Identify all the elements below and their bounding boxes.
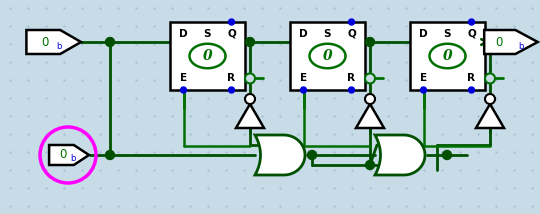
Text: D: D [179, 28, 188, 39]
Polygon shape [49, 145, 89, 165]
Circle shape [485, 94, 495, 104]
Bar [170, 22, 245, 90]
Circle shape [421, 87, 427, 93]
Text: E: E [420, 73, 427, 83]
Text: Q: Q [347, 28, 356, 39]
Bar [410, 22, 485, 90]
Polygon shape [236, 104, 264, 128]
Circle shape [228, 19, 234, 25]
Circle shape [245, 94, 255, 104]
Polygon shape [356, 104, 384, 128]
Text: 0: 0 [202, 49, 212, 63]
Text: $\mathit{0}$: $\mathit{0}$ [59, 149, 68, 162]
Circle shape [307, 150, 316, 159]
Circle shape [442, 150, 451, 159]
Text: D: D [299, 28, 308, 39]
Circle shape [300, 87, 307, 93]
Circle shape [228, 87, 234, 93]
Ellipse shape [190, 44, 226, 68]
Bar [290, 22, 365, 90]
Text: D: D [419, 28, 428, 39]
Polygon shape [255, 135, 305, 175]
Text: 0: 0 [443, 49, 453, 63]
Ellipse shape [309, 44, 346, 68]
Polygon shape [484, 30, 538, 54]
Circle shape [365, 94, 375, 104]
Text: b: b [70, 154, 76, 163]
Circle shape [365, 73, 375, 83]
Circle shape [246, 37, 254, 46]
Circle shape [348, 19, 354, 25]
Text: $\mathit{0}$: $\mathit{0}$ [495, 36, 504, 49]
Text: Q: Q [227, 28, 236, 39]
Circle shape [348, 87, 354, 93]
Circle shape [485, 73, 495, 83]
Text: b: b [57, 42, 62, 51]
Text: E: E [180, 73, 187, 83]
Polygon shape [476, 104, 504, 128]
Circle shape [105, 150, 114, 159]
Text: R: R [468, 73, 476, 83]
Circle shape [245, 73, 255, 83]
Text: R: R [227, 73, 235, 83]
Circle shape [469, 19, 475, 25]
Circle shape [469, 87, 475, 93]
Text: R: R [348, 73, 355, 83]
Circle shape [180, 87, 186, 93]
Text: Q: Q [467, 28, 476, 39]
Circle shape [366, 160, 375, 169]
Text: S: S [204, 28, 211, 39]
Ellipse shape [429, 44, 465, 68]
Polygon shape [26, 30, 81, 54]
Polygon shape [375, 135, 425, 175]
Circle shape [105, 37, 114, 46]
Text: S: S [444, 28, 451, 39]
Text: S: S [324, 28, 331, 39]
Text: b: b [518, 42, 523, 51]
Text: $\mathit{0}$: $\mathit{0}$ [42, 36, 50, 49]
Circle shape [366, 37, 375, 46]
Text: E: E [300, 73, 307, 83]
Text: 0: 0 [323, 49, 332, 63]
